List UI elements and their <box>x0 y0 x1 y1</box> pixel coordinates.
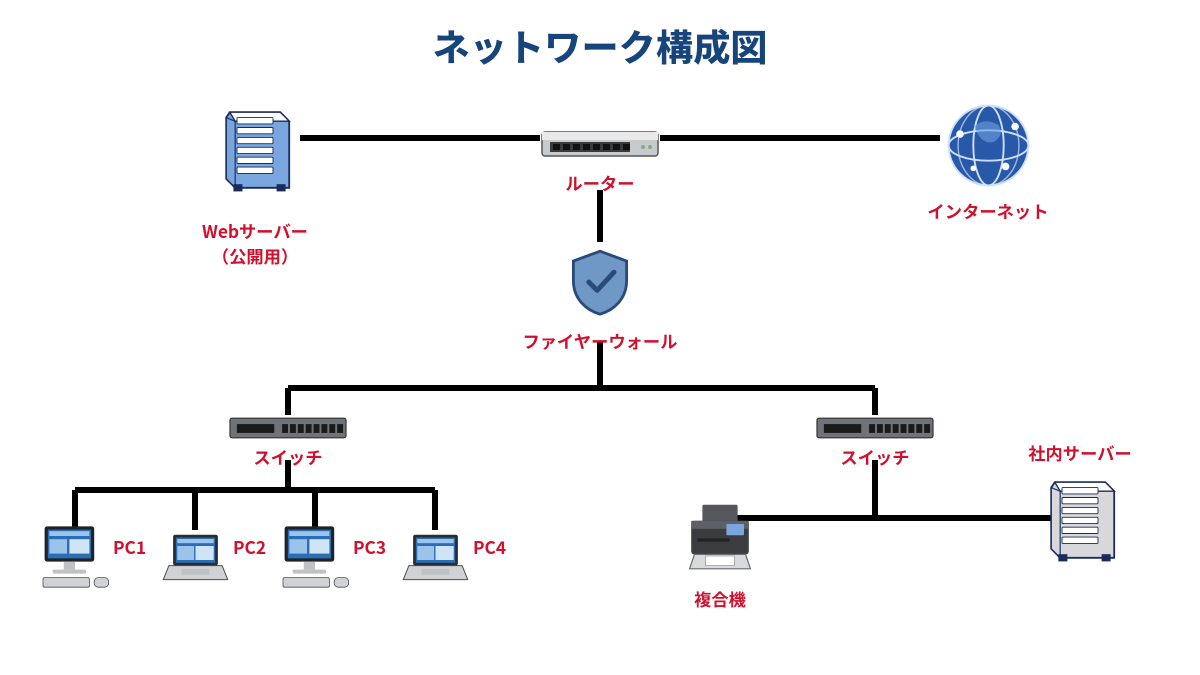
web_server-label: Webサーバー （公開用） <box>155 218 355 268</box>
switch_left-icon <box>229 415 347 441</box>
pc4-icon <box>393 525 478 595</box>
switch_left-label: スイッチ <box>188 444 388 469</box>
pc2-icon <box>153 525 238 595</box>
firewall-label: ファイヤーウォール <box>500 328 700 353</box>
pc4-label: PC4 <box>473 534 533 559</box>
internal_server-label: 社内サーバー <box>980 440 1180 465</box>
pc3-icon <box>275 520 355 600</box>
switch_right-label: スイッチ <box>775 444 975 469</box>
router-icon <box>540 122 660 162</box>
internal_server-icon <box>1035 460 1125 580</box>
mfp-label: 複合機 <box>620 586 820 611</box>
router-label: ルーター <box>500 170 700 195</box>
internet-icon <box>941 98 1036 193</box>
switch_right-icon <box>816 415 934 441</box>
diagram-stage: ネットワーク構成図 Webサーバー （公開用） ルーター インターネット ファイ <box>0 0 1200 675</box>
mfp-icon <box>675 500 765 580</box>
web_server-icon <box>210 90 300 210</box>
firewall-icon <box>565 242 635 322</box>
internet-label: インターネット <box>888 198 1088 223</box>
pc1-icon <box>35 520 115 600</box>
